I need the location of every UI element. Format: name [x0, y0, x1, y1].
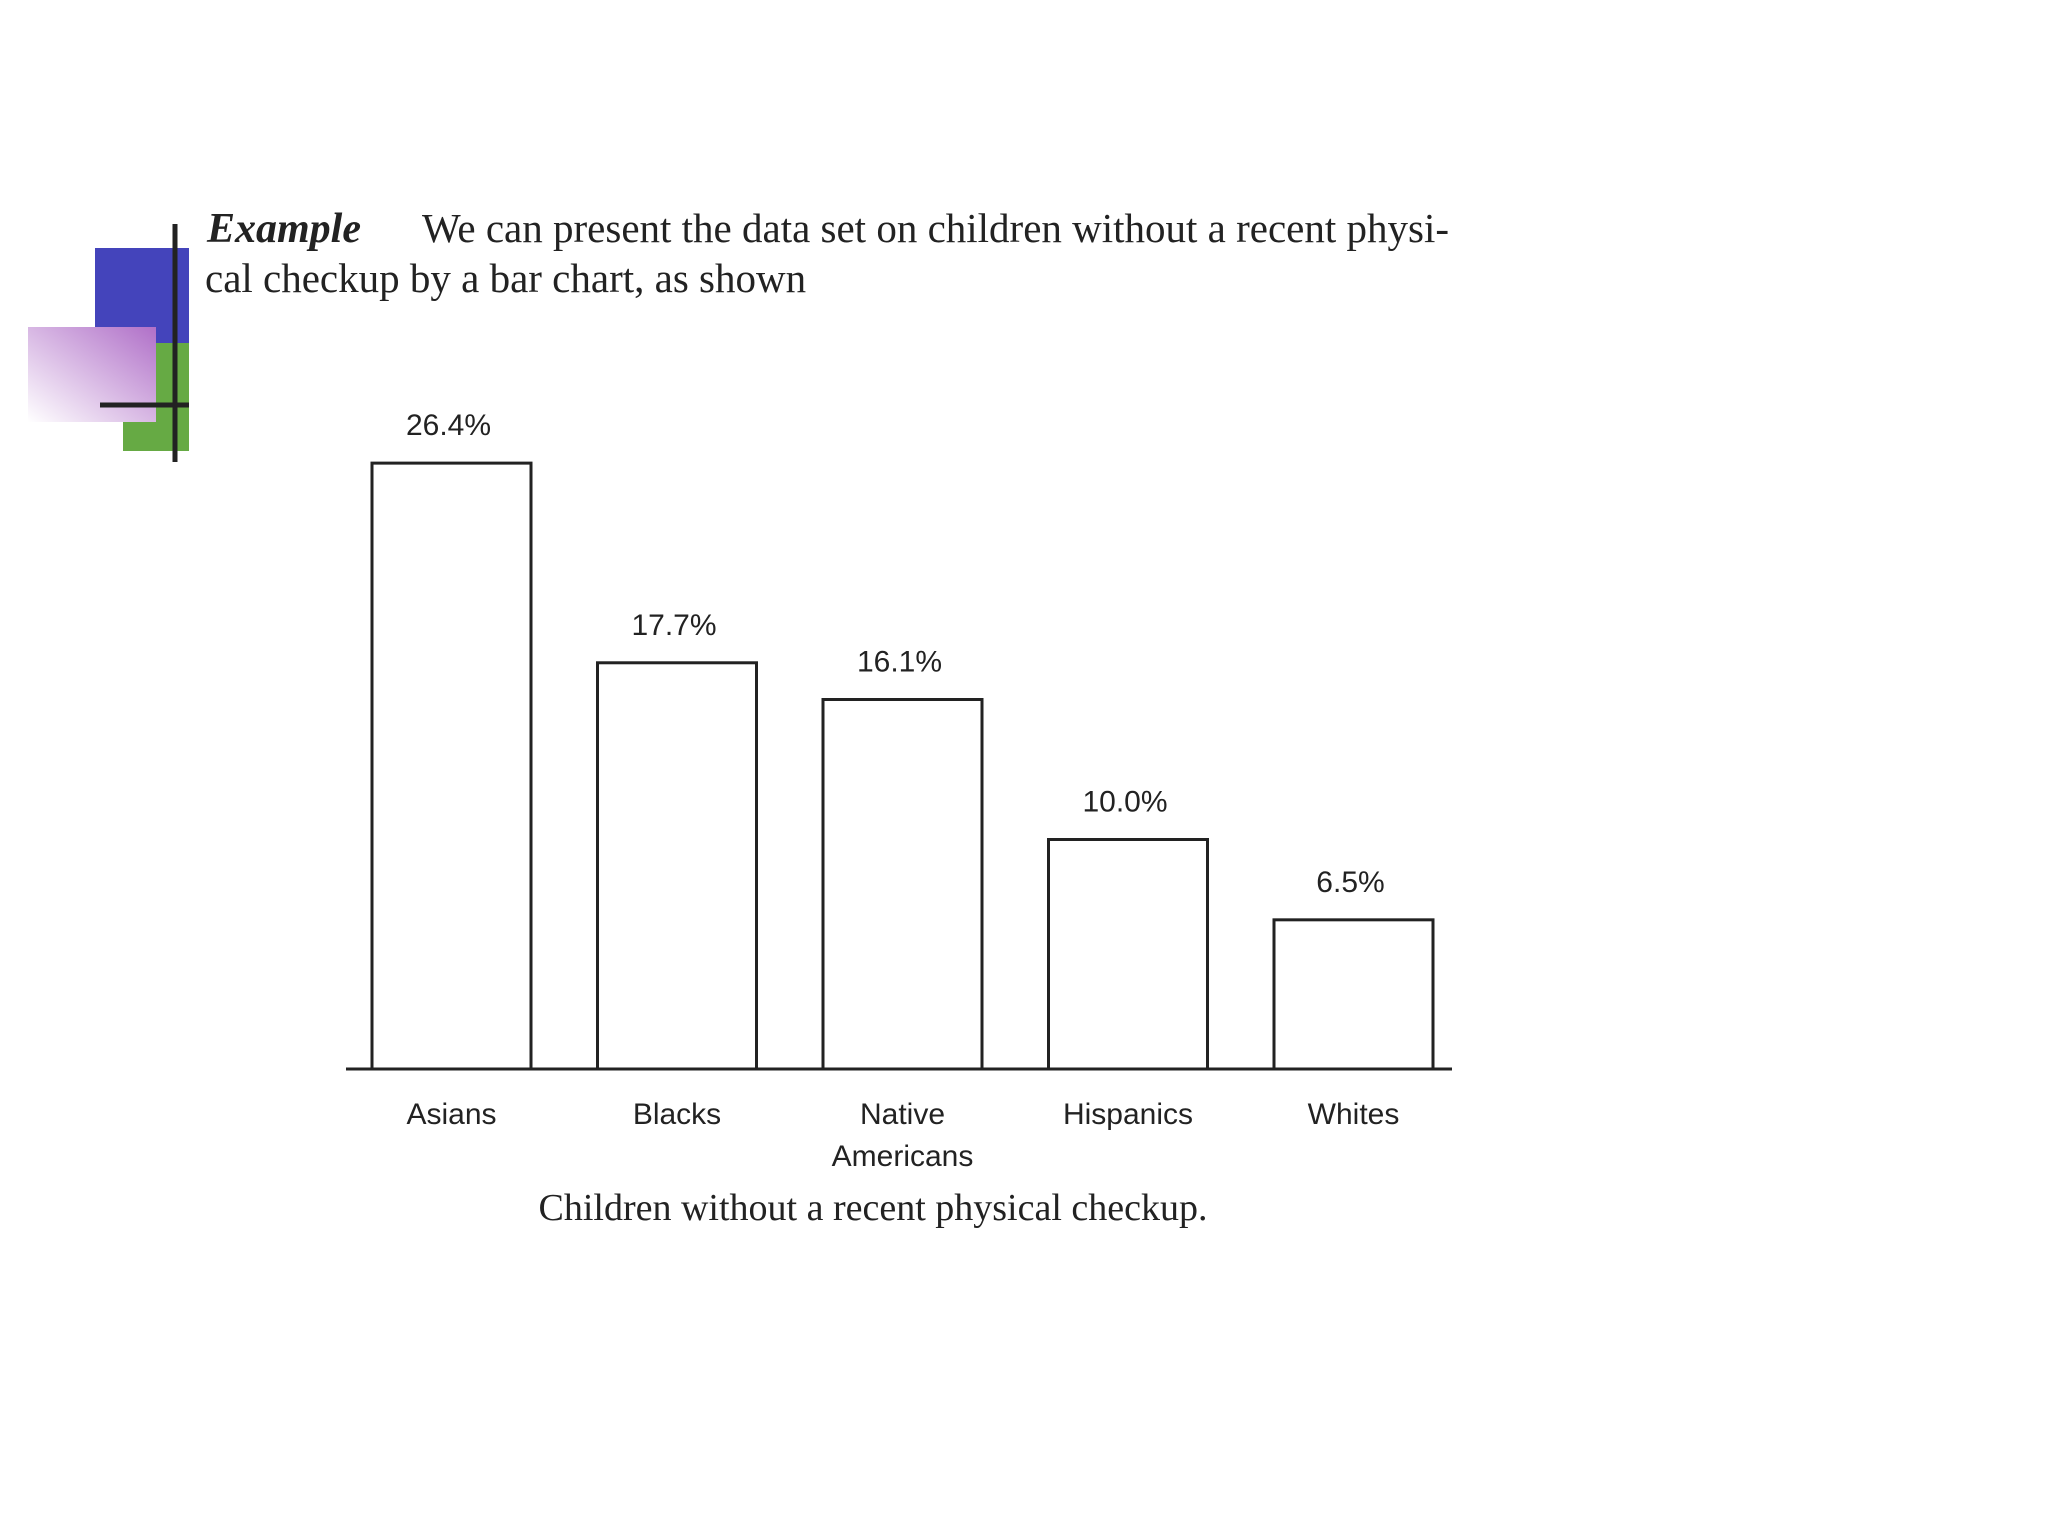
caption: Children without a recent physical check… [538, 1187, 1207, 1229]
intro-text: We can present the data set on children … [422, 205, 1449, 251]
category-label: Whites [1307, 1098, 1400, 1131]
category-label: Asians [406, 1098, 497, 1131]
bar [821, 698, 984, 1071]
value-label: 26.4% [406, 409, 491, 442]
bar [1047, 838, 1209, 1071]
category-label: Blacks [632, 1098, 722, 1131]
intro-text: cal checkup by a bar chart, as shown [205, 255, 806, 301]
value-label: 17.7% [631, 609, 716, 642]
decor-pink [28, 327, 156, 422]
bar [370, 461, 533, 1071]
bar [596, 661, 758, 1071]
category-label: Hispanics [1062, 1098, 1194, 1131]
value-label: 6.5% [1316, 866, 1384, 899]
intro-label: Example [206, 206, 361, 252]
category-label: Native Americans [831, 1098, 974, 1173]
value-label: 16.1% [857, 646, 942, 679]
bar [1272, 918, 1435, 1071]
value-label: 10.0% [1082, 786, 1167, 819]
